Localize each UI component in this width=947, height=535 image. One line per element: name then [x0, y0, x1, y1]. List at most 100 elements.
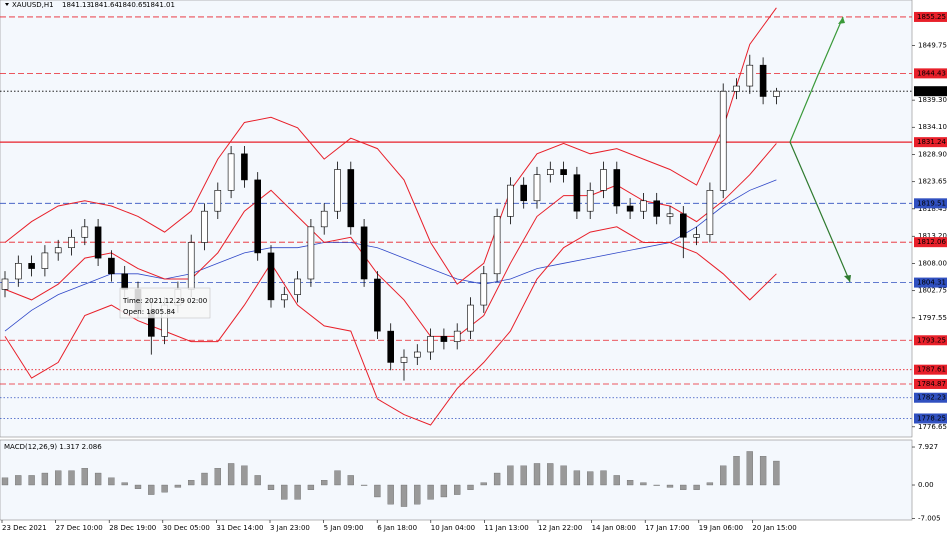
level-label: 1812.06: [917, 238, 946, 246]
x-tick-label: 28 Dec 19:00: [109, 524, 156, 532]
macd-bar: [400, 484, 408, 507]
candle-body: [320, 210, 328, 228]
macd-bar: [454, 484, 461, 495]
level-tag: [914, 378, 947, 389]
candle-body: [480, 273, 488, 306]
macd-bar: [254, 475, 261, 486]
level-label: 1778.25: [917, 414, 946, 422]
candle-body: [267, 252, 275, 301]
macd-label: MACD(12,26,9) 1.317 2.086: [4, 443, 102, 451]
header-value: 1841.13: [62, 1, 91, 9]
candle-body: [387, 330, 395, 363]
y-tick-label: 1776.65: [918, 423, 947, 431]
y-tick-label: 1849.75: [918, 42, 947, 50]
y-tick-label: 1813.20: [918, 232, 947, 240]
candle-body: [108, 257, 115, 275]
candle-body: [294, 278, 301, 295]
macd-bar: [360, 484, 368, 486]
macd-bar: [148, 484, 155, 495]
macd-bar: [720, 465, 727, 486]
candle-body: [759, 64, 767, 97]
x-tick-label: 17 Jan 17:00: [645, 524, 689, 532]
macd-bar: [201, 472, 208, 486]
macd-bar: [55, 470, 62, 486]
tooltip-open: Open: 1805.84: [123, 308, 176, 316]
macd-bar: [467, 484, 474, 490]
macd-bar: [121, 482, 128, 486]
y-tick-label: 1834.10: [918, 123, 947, 131]
candle-body: [560, 169, 567, 175]
candle-body: [360, 226, 368, 280]
macd-bar: [227, 463, 235, 486]
x-tick-label: 31 Dec 14:00: [216, 524, 263, 532]
candle-body: [41, 252, 49, 269]
macd-bar: [334, 470, 341, 486]
candle-body: [413, 351, 421, 358]
macd-bar: [733, 456, 740, 486]
macd-tick-label: -7.005: [918, 515, 941, 523]
y-tick-label: 1802.75: [918, 287, 947, 295]
level-tag: [914, 335, 947, 346]
candle-body: [201, 210, 208, 243]
level-tag: [914, 198, 947, 209]
macd-bar: [41, 472, 49, 486]
macd-bar: [15, 475, 22, 486]
macd-bar: [759, 456, 767, 486]
level-label: 1841.01: [917, 87, 946, 95]
macd-bar: [547, 463, 554, 486]
macd-bar: [560, 465, 567, 486]
x-tick-label: 10 Jan 04:00: [431, 524, 475, 532]
candle-body: [626, 205, 634, 212]
candle-body: [427, 336, 434, 353]
macd-bar: [493, 472, 501, 486]
x-tick-label: 19 Jan 06:00: [699, 524, 743, 532]
candle-body: [121, 273, 128, 290]
candle-body: [280, 294, 288, 301]
header-value: 1841.64: [90, 1, 119, 9]
candle-body: [746, 64, 754, 87]
price-panel: [0, 0, 913, 438]
header-value: 1840.65: [118, 1, 147, 9]
macd-bar: [773, 460, 780, 486]
macd-bar: [573, 470, 581, 486]
arrow-down: [789, 141, 851, 283]
menu-icon: [5, 3, 9, 6]
level-label: 1782.23: [917, 394, 946, 402]
y-tick-label: 1828.90: [918, 150, 947, 158]
macd-bar: [188, 480, 195, 486]
macd-tick-label: 7.927: [918, 443, 938, 451]
macd-bar: [520, 465, 527, 486]
candle-body: [733, 85, 740, 92]
macd-bar: [134, 484, 142, 489]
x-tick-label: 5 Jan 09:00: [324, 524, 364, 532]
symbol: XAUUSD,H1: [12, 1, 54, 9]
candle-body: [440, 336, 448, 342]
middle-line: [4, 143, 777, 337]
level-tag: [914, 137, 947, 148]
macd-bar: [666, 484, 674, 488]
x-tick-label: 27 Dec 10:00: [56, 524, 103, 532]
macd-bar: [587, 471, 594, 486]
tooltip-time: Time: 2021.12.29 02:00: [122, 297, 207, 305]
candle-body: [94, 226, 102, 259]
upper-line: [4, 7, 777, 285]
macd-bar: [1, 477, 9, 486]
candle-body: [653, 200, 661, 217]
level-tag: [914, 11, 947, 22]
header-value: 1841.01: [146, 1, 175, 9]
level-label: 1855.25: [917, 13, 946, 21]
macd-bar: [241, 465, 248, 486]
candle-body: [600, 169, 607, 191]
ma-line: [4, 179, 777, 332]
level-label: 1784.87: [917, 380, 946, 388]
y-tick-label: 1823.65: [918, 178, 947, 186]
candle-body: [719, 90, 727, 191]
macd-bar: [533, 463, 541, 486]
macd-bar: [640, 482, 647, 486]
candle-body: [241, 153, 248, 181]
candle-body: [1, 278, 9, 290]
candle-body: [493, 216, 501, 275]
candle-body: [467, 304, 474, 332]
candle-body: [533, 174, 541, 202]
macd-bar: [307, 484, 315, 490]
